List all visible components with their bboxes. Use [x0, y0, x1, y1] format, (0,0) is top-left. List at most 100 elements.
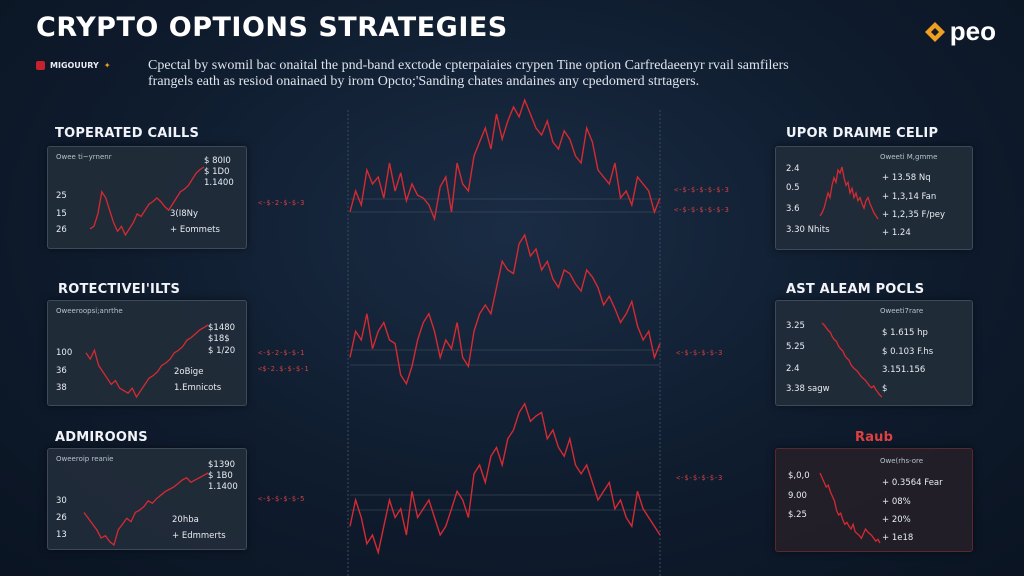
section-title-1: TOPERATED CAILLS — [55, 126, 200, 141]
panel-value: 13 — [56, 530, 67, 540]
strategy-panel-5[interactable]: Oweeti7rare 3.25 5.25 2.4 $ 1.615 hp $ 0… — [775, 300, 973, 406]
description: Cpectal by swomil bac onaital the pnd-ba… — [148, 58, 888, 90]
panel-head: Owe(rhs-ore — [880, 457, 924, 465]
panel-value: + 0.3564 Fear — [882, 478, 943, 488]
price-series-1 — [349, 97, 661, 222]
panel-head: Oweeti7rare — [880, 307, 924, 315]
connector-label: <$-2.$-$-$-1 — [258, 365, 309, 373]
panel-value: 1.1400 — [208, 482, 238, 492]
panel-value: + 1e18 — [882, 533, 914, 543]
panel-value: $18$ — [208, 334, 230, 344]
panel-value: 2.4 — [786, 364, 800, 374]
chart-series — [349, 97, 661, 556]
panel-value: 3.25 — [786, 321, 805, 331]
panel-value: 36 — [56, 366, 67, 376]
panel-head: Owee ti~yrnenr — [56, 153, 112, 161]
price-series-3 — [349, 402, 661, 556]
panel-value: 15 — [56, 209, 67, 219]
section-title-2: ROTECTIVEI'ILTS — [58, 282, 181, 297]
panel-sparkline — [83, 472, 209, 547]
panel-value: + 20% — [882, 515, 911, 525]
panel-value: $ 1.615 hp — [882, 328, 928, 338]
panel-value: + 13.58 Nq — [882, 173, 931, 183]
panel-value: 3.151.156 — [882, 365, 926, 375]
panel-value: + 1.24 — [882, 228, 911, 238]
connector-label: <-$-$-$-$-$-3 — [674, 186, 729, 194]
connector-label: <-$-$-$-$-5 — [258, 495, 305, 503]
tag-dot-icon — [36, 61, 45, 70]
panel-value: + Eommets — [170, 225, 220, 235]
panel-value: 3.38 sagw — [786, 384, 830, 394]
description-line-1: Cpectal by swomil bac onaital the pnd-ba… — [148, 58, 789, 73]
panel-value: 26 — [56, 513, 67, 523]
brand-logo: peo — [924, 16, 996, 47]
strategy-panel-1[interactable]: Owee ti~yrnenr 25 15 26 $ 80I0 $ 1D0 1.1… — [47, 146, 247, 249]
panel-value: 3.6 — [786, 204, 800, 214]
section-title-3: ADMIROONS — [55, 430, 148, 445]
description-line-2: frangels eath as resiod onainaed by irom… — [148, 74, 700, 89]
panel-value: + 1,2,35 F/pey — [882, 210, 945, 220]
panel-head: Oweeroip reanie — [56, 455, 114, 463]
connector-label: <-$-2-$-$-1 — [258, 349, 305, 357]
panel-value: 9.00 — [788, 491, 807, 501]
chart-grid — [347, 110, 661, 576]
panel-value: + Edmmerts — [172, 531, 226, 541]
panel-value: 100 — [56, 348, 73, 358]
strategy-panel-4[interactable]: Oweeti M,gmme 2.4 0.5 3.6 + 13.58 Nq + 1… — [775, 146, 973, 250]
panel-sparkline — [819, 166, 879, 220]
panel-value: 2oBige — [174, 367, 204, 377]
tag-badge: MIGOUURY ✦ — [36, 61, 111, 70]
panel-value: $ 80I0 — [204, 156, 231, 166]
panel-value: 26 — [56, 225, 67, 235]
price-series-2 — [349, 233, 661, 386]
logo-icon — [924, 21, 945, 42]
panel-value: 20hba — [172, 515, 199, 525]
panel-value: 0.5 — [786, 183, 800, 193]
sparkline-path — [89, 166, 205, 237]
panel-value: 38 — [56, 383, 67, 393]
panel-value: $ 1D0 — [204, 167, 230, 177]
panel-value: $ 1B0 — [208, 471, 233, 481]
panel-value: 1.1400 — [204, 178, 234, 188]
tag-label: MIGOUURY — [50, 61, 99, 70]
panel-sparkline — [819, 472, 881, 544]
section-title-4: UPOR DRAIME CELIP — [786, 126, 939, 141]
strategy-panel-2[interactable]: Oweeroopsi;anrthe 100 36 38 $1480 $18$ $… — [47, 300, 247, 406]
panel-value: $ — [882, 384, 888, 394]
panel-value: + 1,3,14 Fan — [882, 192, 937, 202]
panel-value: 2.4 — [786, 164, 800, 174]
sparkline-path — [83, 472, 209, 547]
panel-sparkline — [89, 166, 205, 237]
panel-value: $,0,0 — [788, 471, 810, 481]
panel-value: $ 0.103 F.hs — [882, 347, 934, 357]
panel-value: $ 1/20 — [208, 346, 236, 356]
connector-label: <-$-2-$-$-3 — [258, 199, 305, 207]
logo-text: peo — [949, 16, 996, 46]
panel-value: 3(I8Ny — [170, 209, 199, 219]
page-title: CRYPTO OPTIONS STRATEGIES — [36, 12, 508, 43]
panel-value: 5.25 — [786, 342, 805, 352]
strategy-panel-6[interactable]: Owe(rhs-ore $,0,0 9.00 $.25 + 0.3564 Fea… — [775, 448, 973, 552]
panel-value: 30 — [56, 496, 67, 506]
sparkline-path — [821, 322, 883, 398]
panel-value: 25 — [56, 191, 67, 201]
panel-sparkline — [821, 322, 883, 398]
panel-head: Oweeroopsi;anrthe — [56, 307, 123, 315]
panel-value: $1480 — [208, 323, 236, 333]
connector-label: <-$-$-$-$-3 — [676, 349, 723, 357]
sparkline-path — [85, 324, 209, 399]
strategy-panel-3[interactable]: Oweeroip reanie 30 26 13 $1390 $ 1B0 1.1… — [47, 448, 247, 550]
connector-label: <-$-$-$-$-3 — [676, 474, 723, 482]
section-title-6: Raub — [855, 430, 894, 445]
panel-value: $.25 — [788, 510, 807, 520]
panel-head: Oweeti M,gmme — [880, 153, 938, 161]
panel-sparkline — [85, 324, 209, 399]
connector-label: <-$-$-$-$-$-3 — [674, 206, 729, 214]
panel-value: 1.Emnicots — [174, 383, 222, 393]
panel-value: + 08% — [882, 497, 911, 507]
section-title-5: AST ALEAM POCLS — [786, 282, 925, 297]
sparkline-path — [819, 166, 879, 220]
sparkline-path — [819, 472, 881, 544]
panel-value: 3.30 Nhits — [786, 225, 830, 235]
